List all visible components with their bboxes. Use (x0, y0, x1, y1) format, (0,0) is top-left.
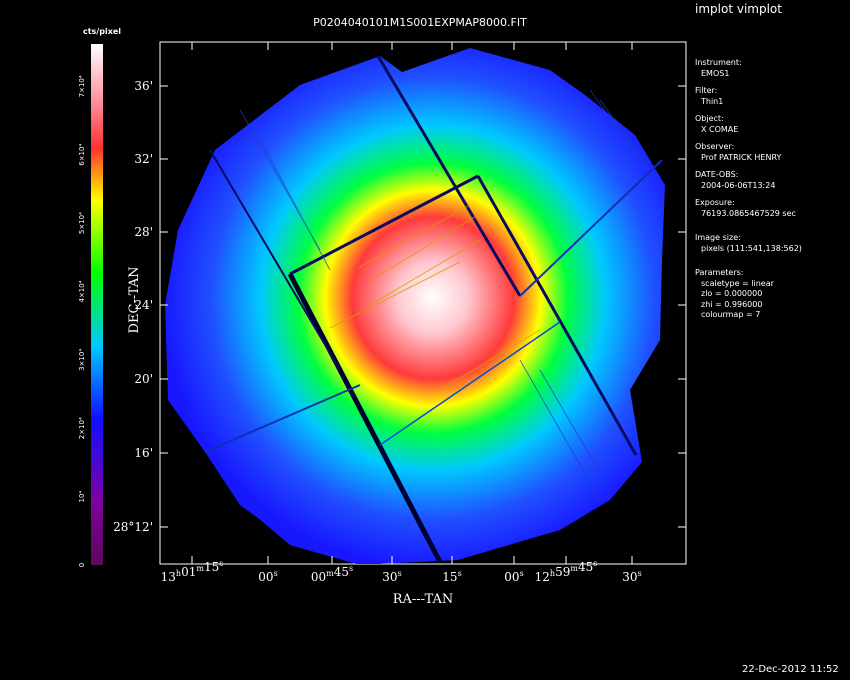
colorbar-tick-label: 3×10⁴ (78, 349, 86, 371)
observer-label: Observer: (695, 142, 735, 151)
y-tick-label: 28°12' (113, 520, 153, 534)
image-size-value: pixels (111:541,138:562) (701, 243, 802, 253)
image-size-label: Image size: (695, 233, 741, 242)
app-title: implot vimplot (695, 2, 782, 16)
y-tick-label: 32' (134, 152, 153, 166)
param-zlo: zlo = 0.000000 (701, 289, 763, 298)
object-value: X COMAE (701, 124, 739, 134)
colorbar-tick-label: 7×10⁴ (78, 75, 86, 97)
date-obs-value: 2004-06-06T13:24 (701, 180, 776, 190)
y-tick-label: 20' (134, 372, 153, 386)
plot-title: P0204040101M1S001EXPMAP8000.FIT (313, 16, 527, 29)
exposure-label: Exposure: (695, 198, 735, 207)
info-panel: Instrument: EMOS1 Filter: Thin1 Object: X C… (695, 58, 802, 328)
x-tick-label: 30s (382, 569, 401, 584)
chip-gap (204, 384, 361, 453)
column-streaks (239, 89, 651, 501)
y-axis-label: DEC--TAN (127, 267, 142, 334)
x-tick-label: 30s (622, 569, 641, 584)
x-tick-label: 00s (258, 569, 277, 584)
x-tick-label: 15s (442, 569, 461, 584)
footer-timestamp: 22-Dec-2012 11:52 (742, 664, 839, 675)
x-tick-label: 12h59m45s (535, 559, 598, 584)
param-scaletype: scaletype = linear (701, 278, 774, 288)
colorbar-tick-label: 0 (78, 563, 86, 567)
instrument-value: EMOS1 (701, 68, 730, 78)
colorbar-tick-label: 10⁴ (78, 491, 86, 503)
chip-gap (476, 175, 638, 456)
exposure-map-image (165, 48, 665, 564)
chip-gap (519, 159, 663, 297)
observer-value: Prof PATRICK HENRY (701, 152, 782, 162)
bad-column-streaks (329, 204, 541, 391)
filter-label: Filter: (695, 86, 718, 95)
filter-value: Thin1 (701, 96, 724, 106)
chip-gap (379, 321, 561, 446)
colorbar-title: cts/pixel (82, 27, 122, 36)
colorbar-tick-label: 5×10⁴ (78, 212, 86, 234)
chip-gap (289, 174, 479, 276)
x-tick-label: 00m45s (311, 564, 353, 584)
y-tick-label: 36' (134, 79, 153, 93)
object-label: Object: (695, 114, 724, 123)
chip-gap (376, 55, 522, 297)
colorbar-tick-label: 2×10⁴ (78, 417, 86, 439)
exposure-value: 76193.0865467529 sec (701, 208, 796, 218)
parameters-label: Parameters: (695, 268, 744, 277)
x-tick-label: 13h01m15s (161, 559, 224, 584)
colorbar-tick-label: 4×10⁴ (78, 280, 86, 302)
colorbar-tick-label: 6×10⁴ (78, 144, 86, 166)
colorbar-gradient (91, 44, 103, 565)
y-tick-label: 24' (134, 298, 153, 312)
chip-gap (209, 149, 341, 371)
param-colourmap: colourmap = 7 (701, 310, 761, 319)
chip-gap (287, 272, 443, 564)
param-zhi: zhi = 0.996000 (701, 299, 763, 309)
date-obs-label: DATE-OBS: (695, 170, 739, 179)
x-axis-label: RA---TAN (393, 592, 454, 607)
detector-footprint (165, 48, 665, 564)
y-tick-label: 16' (134, 446, 153, 460)
instrument-label: Instrument: (695, 58, 742, 67)
x-tick-label: 00s (504, 569, 523, 584)
y-tick-label: 28' (134, 225, 153, 239)
